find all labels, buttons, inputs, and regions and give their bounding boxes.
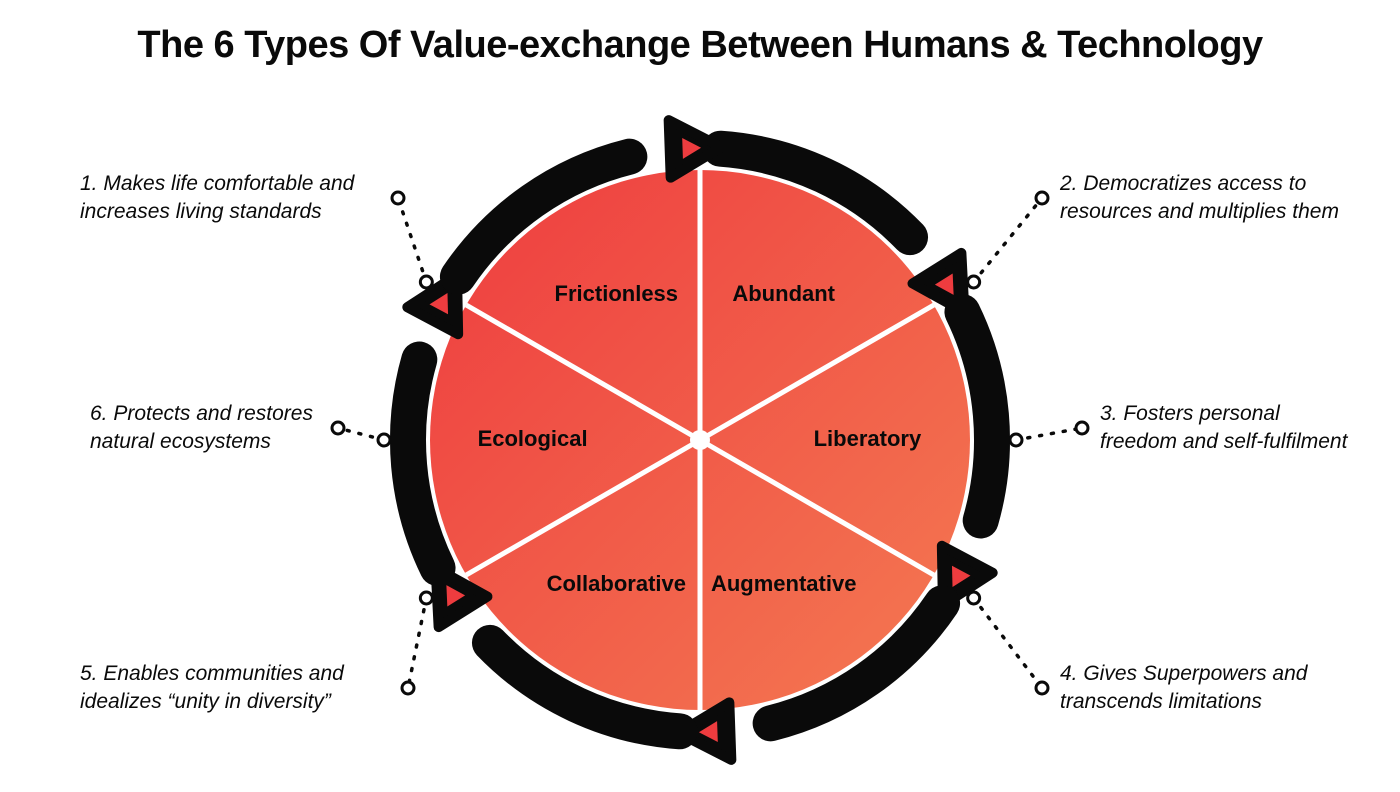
callout-endpoint (1036, 682, 1048, 694)
callout-5: 5. Enables communities and idealizes “un… (80, 660, 390, 717)
callout-endpoint (332, 422, 344, 434)
callout-leader (1016, 428, 1082, 440)
callout-endpoint (1036, 192, 1048, 204)
callout-endpoint (392, 192, 404, 204)
callout-anchor-dot (420, 276, 432, 288)
callout-anchor-dot (420, 592, 432, 604)
callout-anchor-dot (378, 434, 390, 446)
callout-1: 1. Makes life comfortable and increases … (80, 170, 380, 227)
callout-leader (974, 598, 1042, 688)
callout-leader (398, 198, 426, 282)
callout-anchor-dot (1010, 434, 1022, 446)
callout-6: 6. Protects and restores natural ecosyst… (90, 400, 320, 457)
segment-label: Collaborative (547, 571, 686, 596)
segment-label: Frictionless (555, 281, 678, 306)
callout-anchor-dot (968, 276, 980, 288)
callout-2: 2. Democratizes access to resources and … (1060, 170, 1390, 227)
callout-endpoint (1076, 422, 1088, 434)
callout-leader (974, 198, 1042, 282)
segment-label: Augmentative (711, 571, 856, 596)
callout-leader (408, 598, 426, 688)
segment-label: Ecological (478, 426, 588, 451)
callout-4: 4. Gives Superpowers and transcends limi… (1060, 660, 1360, 717)
callout-anchor-dot (968, 592, 980, 604)
segment-label: Liberatory (814, 426, 922, 451)
ring-arrowhead (669, 118, 723, 177)
segment-label: Abundant (732, 281, 835, 306)
callout-3: 3. Fosters personal freedom and self-ful… (1100, 400, 1350, 457)
callout-endpoint (402, 682, 414, 694)
